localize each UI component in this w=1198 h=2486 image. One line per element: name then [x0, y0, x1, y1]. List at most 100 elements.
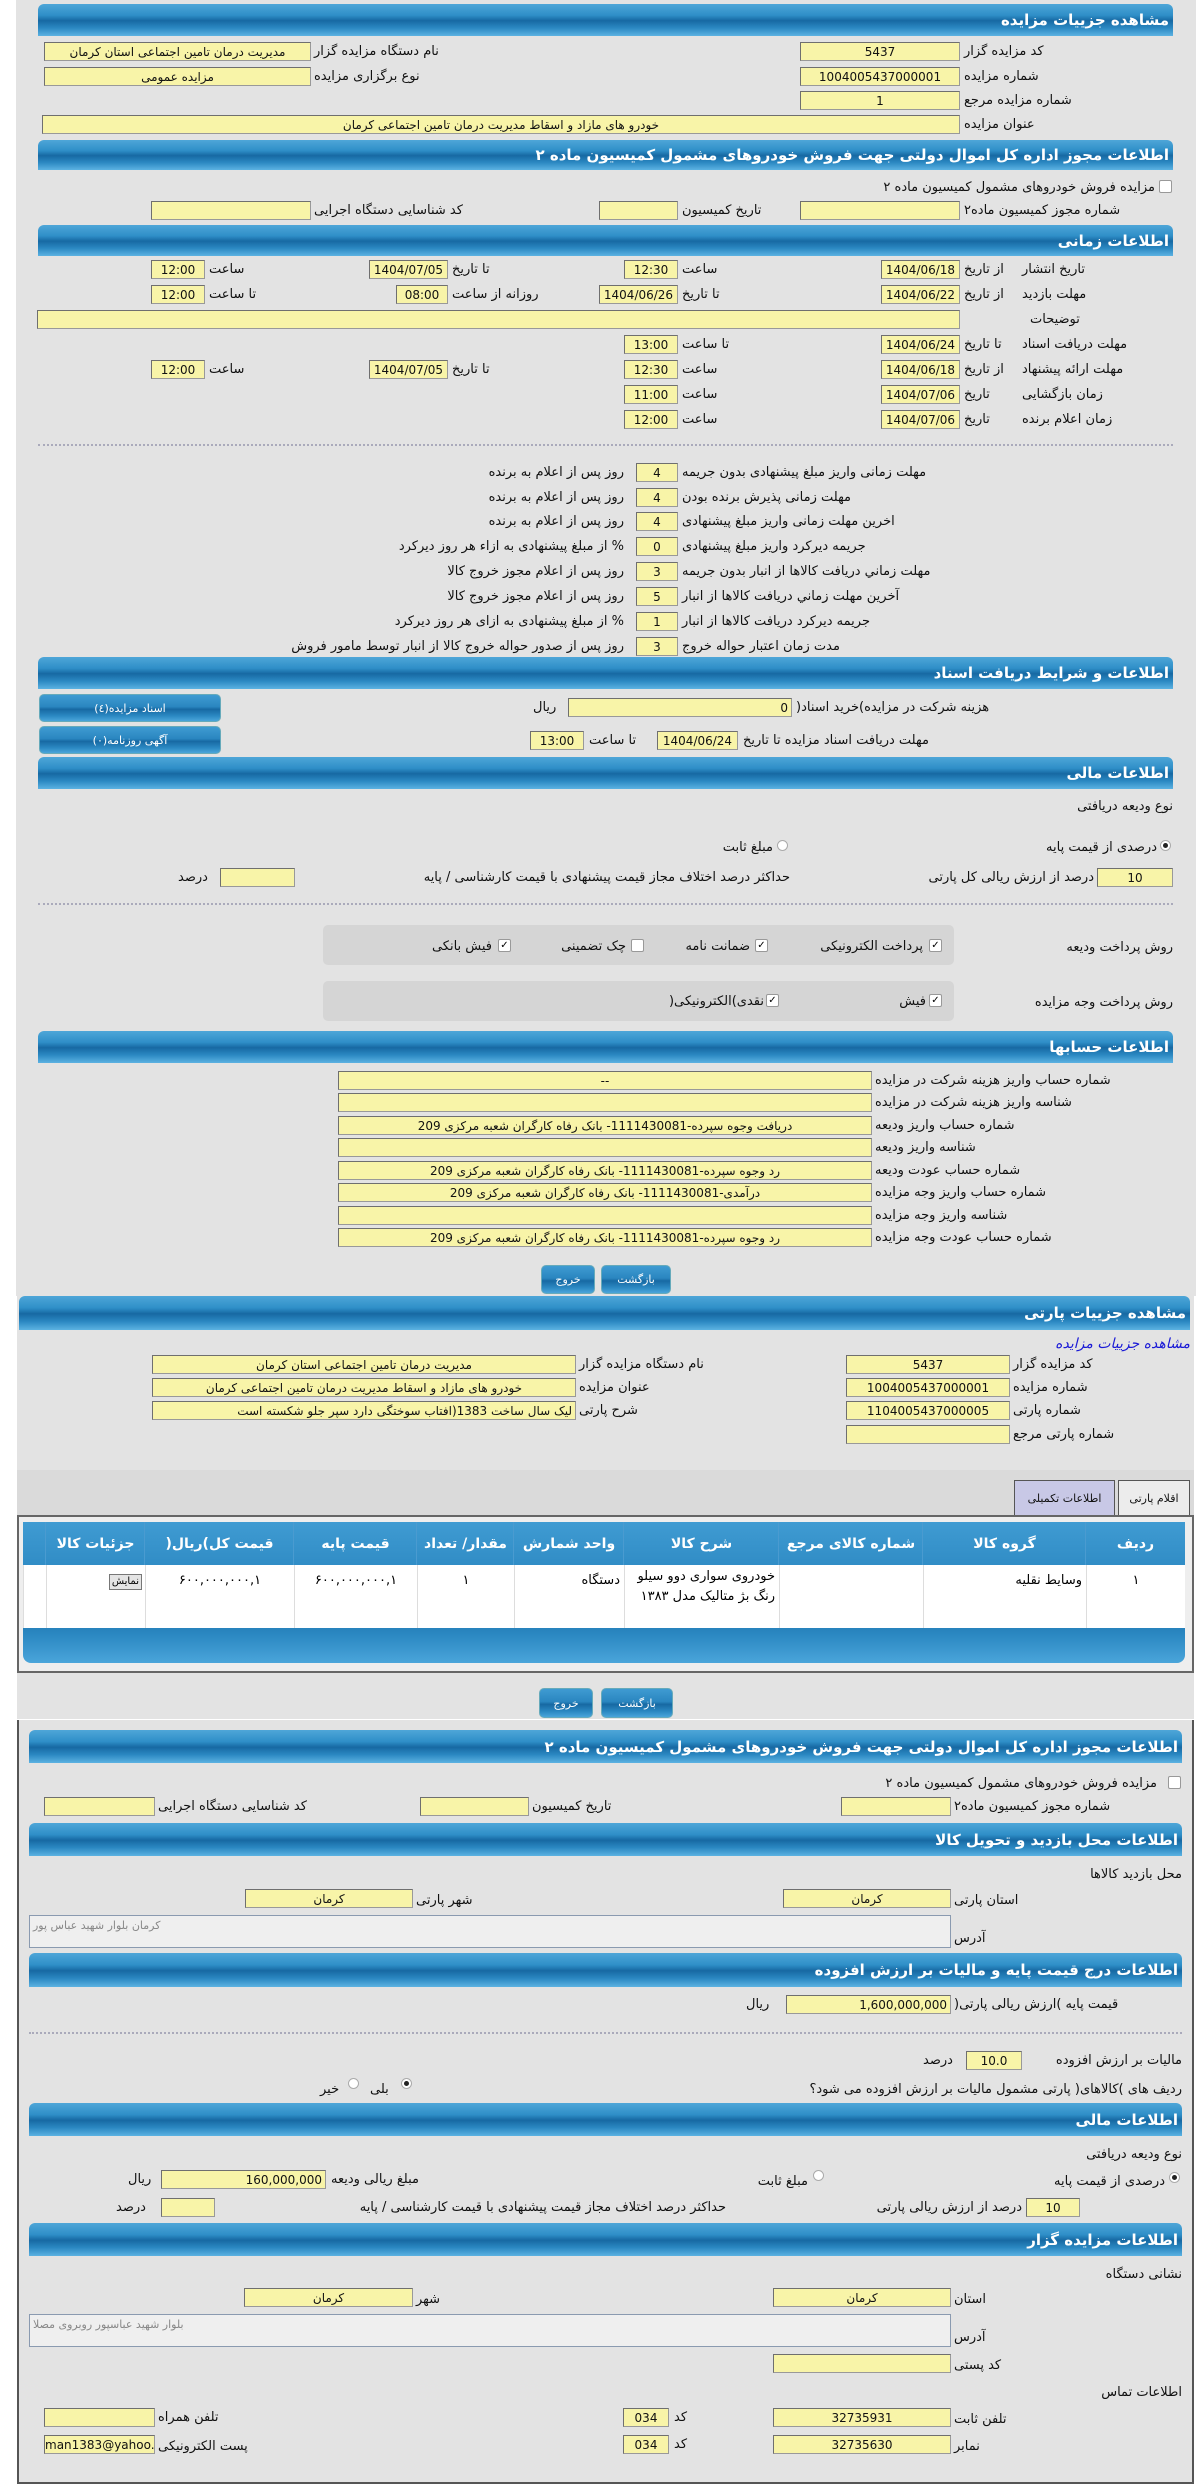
rule-value: 1: [636, 612, 678, 631]
permit-header: اطلاعات مجوز اداره کل اموال دولتی جهت فر…: [38, 140, 1173, 170]
percent-radio[interactable]: [1169, 2172, 1180, 2183]
daily-from-label: روزانه از ساعت: [452, 287, 539, 302]
cell-total-price: ١,۶٠٠,٠٠٠,٠٠٠: [145, 1565, 294, 1628]
show-details-button[interactable]: نمایش: [108, 1574, 142, 1590]
method-checkbox[interactable]: ✓: [929, 939, 942, 952]
account-label: شناسه واریز ودیعه: [875, 1140, 976, 1155]
method-checkbox[interactable]: ✓: [498, 939, 511, 952]
auction-type-label: نوع برگزاری مزایده: [314, 69, 420, 84]
rule-suffix: % از مبلغ پیشنهادی به ازاء هر روز دیرکرد: [398, 539, 624, 554]
docs-deadline-label: مهلت دریافت اسناد مزایده تا تاریخ: [743, 733, 929, 748]
notes-label: توضیحات: [1030, 312, 1080, 327]
percent-unit: درصد: [923, 2053, 953, 2068]
org-name-label: نام دستگاه مزایده گزار: [314, 44, 439, 59]
newspaper-ads-button[interactable]: آگهی روزنامه(٠): [39, 726, 221, 754]
account-field: رد وجوه سپرده-1111430081- بانک رفاه کارگ…: [338, 1228, 872, 1247]
account-label: شماره حساب عودت وجه مزایده: [875, 1230, 1052, 1245]
publish-to-time: 12:00: [151, 260, 205, 279]
fax-label: نمابر: [954, 2439, 980, 2454]
date-label: تاریخ: [964, 412, 990, 427]
rial-label: ریال: [128, 2172, 152, 2187]
province-label: استان پارتی: [954, 1893, 1019, 1908]
docs-to-date: 1404/06/24: [881, 335, 960, 354]
auction-details-link[interactable]: مشاهده جزییات مزایده: [1055, 1336, 1190, 1352]
opening-date: 1404/07/06: [881, 385, 960, 404]
account-field: --: [338, 1071, 872, 1090]
accounts-header: اطلاعات حسابها: [38, 1031, 1173, 1063]
method-label: پرداخت الکترونیکی: [820, 939, 923, 954]
offer-from-date: 1404/06/18: [881, 360, 960, 379]
lot-no-field: 1104005437000005: [846, 1401, 1010, 1420]
tab-lot-items[interactable]: اقلام پارتی: [1118, 1480, 1190, 1515]
vat-no-radio[interactable]: [348, 2078, 359, 2089]
auction-docs-button[interactable]: اسناد مزایده(٤): [39, 694, 221, 722]
rule-label: اخرین مهلت زمانی واریز مبلغ پیشنهادی: [682, 514, 895, 529]
to-hour-label: تا ساعت: [589, 733, 637, 748]
cell-details: نمایش: [46, 1565, 145, 1628]
rule-value: 3: [636, 562, 678, 581]
auction-ref-field: 1: [800, 91, 960, 110]
publish-to-date: 1404/07/05: [369, 260, 448, 279]
lot-title-label: عنوان مزایده: [579, 1380, 650, 1395]
org-name-field: مدیریت درمان تامین اجتماعی استان کرمان: [44, 42, 311, 61]
to-date-label: تا تاریخ: [964, 337, 1002, 352]
tab-extra-info[interactable]: اطلاعات تکمیلی: [1014, 1480, 1115, 1515]
deposit-percent-field: 10: [1097, 868, 1173, 887]
lot-no-label: شماره پارتی: [1013, 1403, 1081, 1418]
cell-row: ١: [1086, 1565, 1185, 1628]
col-total-price: قیمت کل)ریال(: [144, 1522, 294, 1565]
percent-radio[interactable]: [1160, 840, 1171, 851]
auction-title-label: عنوان مزایده: [964, 117, 1035, 132]
exit-button[interactable]: خروج: [539, 1688, 593, 1718]
method-label: فیش: [899, 994, 926, 1009]
hour-label: ساعت: [209, 362, 245, 377]
fixed-radio[interactable]: [777, 840, 788, 851]
cell-extra: [23, 1565, 46, 1628]
visit-place-label: محل بازدید کالاها: [1090, 1867, 1182, 1882]
commission-date-field: [420, 1797, 529, 1816]
lot-ref-field: [846, 1425, 1010, 1444]
notes-field: [37, 310, 960, 329]
back-button[interactable]: بازگشت: [601, 1265, 671, 1294]
auction-payment-methods: [323, 981, 954, 1021]
cell-desc: خودروی سواری دوو سیلو رنگ بژ متالیک مدل …: [624, 1565, 779, 1628]
commission-checkbox[interactable]: [1168, 1776, 1181, 1789]
base-price-label: قیمت پایه )ارزش ریالی پارتی(: [954, 1997, 1119, 2012]
account-field: درآمدی-1111430081- بانک رفاه کارگران شعب…: [338, 1183, 872, 1202]
account-label: شناسه واریز وجه مزایده: [875, 1208, 1008, 1223]
rule-suffix: روز پس از اعلام به برنده: [488, 514, 624, 529]
publish-label: تاریخ انتشار: [1022, 262, 1085, 277]
cell-ref: [779, 1565, 923, 1628]
deposit-payment-label: روش پرداخت ودیعه: [1066, 940, 1173, 955]
fixed-radio[interactable]: [813, 2170, 824, 2181]
permit-number-field: [800, 201, 960, 220]
auction-type-field: مزایده عمومی: [44, 67, 311, 86]
percent-unit: درصد: [116, 2200, 146, 2215]
exec-code-field: [151, 201, 311, 220]
permit2-header: اطلاعات مجوز اداره کل اموال دولتی جهت فر…: [29, 1730, 1182, 1763]
docs-fee-field: 0: [568, 698, 792, 717]
method-checkbox[interactable]: ✓: [766, 994, 779, 1007]
fax-code-field: 034: [623, 2435, 669, 2454]
commission-checkbox[interactable]: [1159, 180, 1172, 193]
exit-button[interactable]: خروج: [541, 1265, 595, 1294]
finance-header: اطلاعات مالی: [38, 757, 1173, 789]
permit-number-label: شماره مجوز کمیسیون ماده۲: [954, 1799, 1111, 1814]
method-checkbox[interactable]: [631, 939, 644, 952]
visit-from-date: 1404/06/22: [881, 285, 960, 304]
deposit-percent-label: درصد از ارزش ریالی پارتی: [876, 2200, 1022, 2215]
col-qty: مقدار/ تعداد: [416, 1522, 514, 1565]
vat-yes-radio[interactable]: [401, 2078, 412, 2089]
address-textarea[interactable]: بلوار شهید عباسپور روبروی مصلا: [29, 2314, 951, 2347]
method-checkbox[interactable]: ✓: [929, 994, 942, 1007]
from-date-label: از تاریخ: [964, 287, 1004, 302]
col-base-price: قیمت پایه: [293, 1522, 417, 1565]
rule-suffix: روز پس از صدور حواله خروج کالا از انبار …: [291, 639, 624, 654]
method-checkbox[interactable]: ✓: [755, 939, 768, 952]
publish-from-time: 12:30: [624, 260, 678, 279]
city-label: شهر پارتی: [416, 1893, 473, 1908]
to-date-label: تا تاریخ: [452, 362, 490, 377]
email-field: man1383@yahoo.c: [44, 2435, 155, 2454]
back-button[interactable]: بازگشت: [601, 1688, 673, 1718]
address-textarea[interactable]: کرمان بلوار شهید عباس پور: [29, 1915, 951, 1948]
